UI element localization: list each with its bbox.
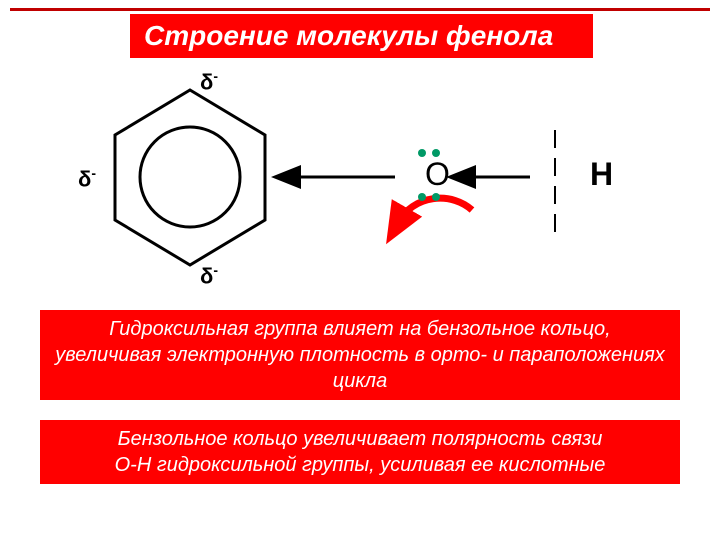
textbox-2-text: Бензольное кольцо увеличивает полярность… [48, 426, 672, 478]
delta-left: δ- [78, 165, 96, 192]
oxygen-atom: O [425, 156, 450, 193]
benzene-circle [140, 127, 240, 227]
textbox-1: Гидроксильная группа влияет на бензольно… [40, 310, 680, 400]
curved-arrow [400, 198, 472, 220]
textbox-1-text: Гидроксильная группа влияет на бензольно… [48, 316, 672, 394]
delta-bottom: δ- [200, 262, 218, 289]
delta-charge-2: - [91, 165, 96, 181]
molecule-diagram: δ- δ- δ- O H [0, 70, 720, 290]
lone-pair-3 [418, 193, 426, 201]
delta-symbol-2: δ [78, 166, 91, 191]
lone-pair-1 [418, 149, 426, 157]
delta-symbol-3: δ [200, 263, 213, 288]
textbox-2: Бензольное кольцо увеличивает полярность… [40, 420, 680, 484]
lone-pair-4 [432, 193, 440, 201]
delta-charge-3: - [213, 262, 218, 278]
lone-pair-2 [432, 149, 440, 157]
delta-top: δ- [200, 68, 218, 95]
delta-charge-1: - [213, 68, 218, 84]
title-text: Строение молекулы фенола [144, 20, 553, 51]
hydrogen-atom: H [590, 156, 613, 193]
title-box: Строение молекулы фенола [130, 14, 593, 58]
top-rule [10, 8, 710, 11]
benzene-hexagon [115, 90, 265, 265]
delta-symbol-1: δ [200, 69, 213, 94]
